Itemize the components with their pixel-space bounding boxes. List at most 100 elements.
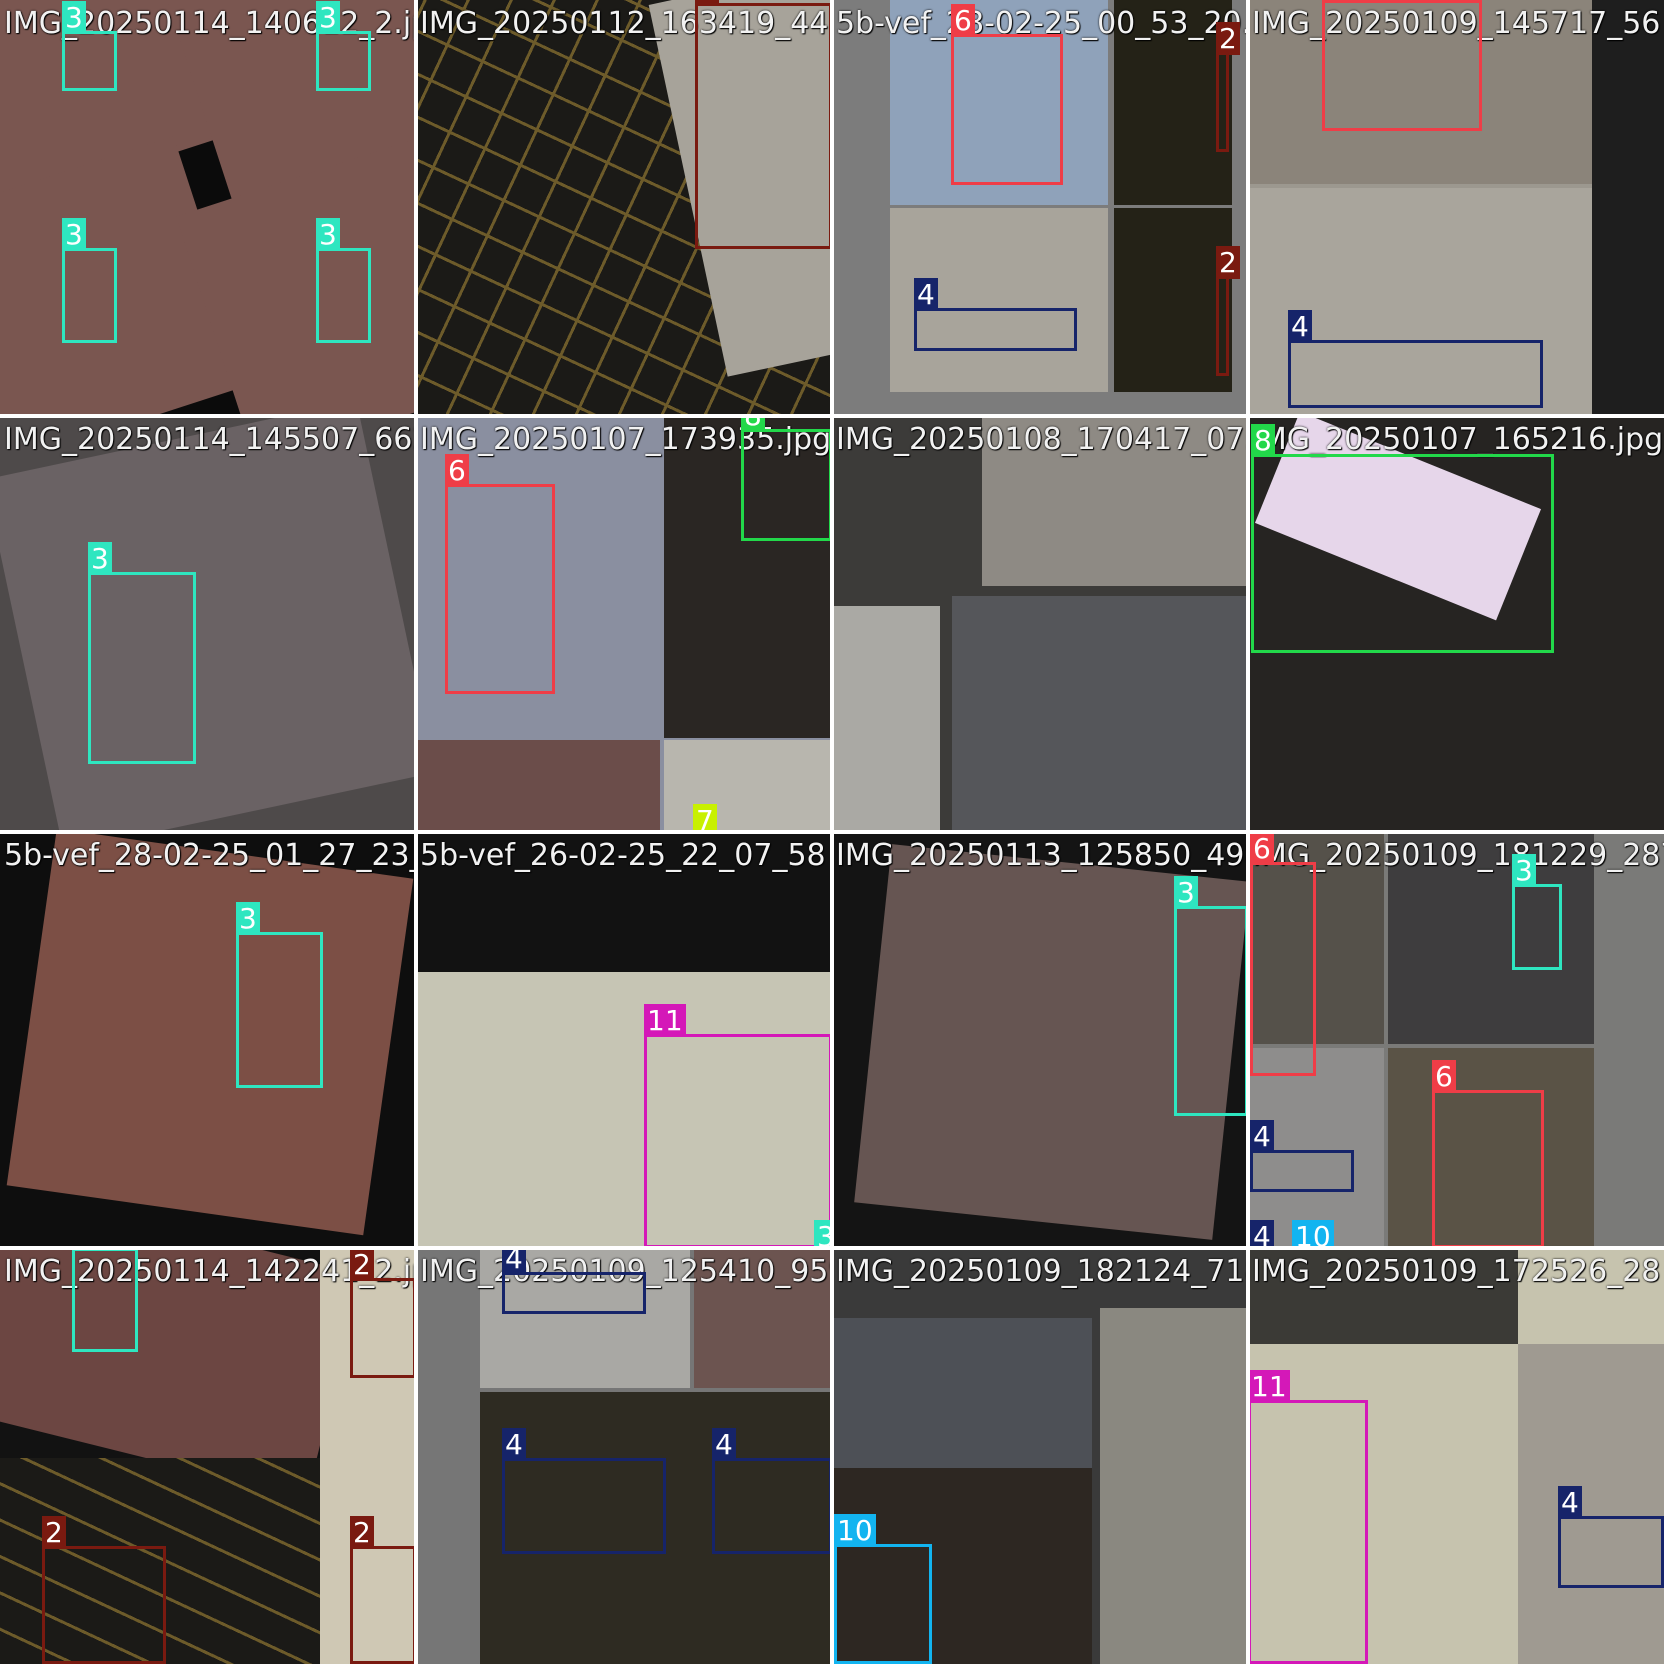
class-label: 2	[1216, 22, 1240, 55]
detection-box: 6	[445, 454, 555, 694]
detection-box: 11	[1248, 1370, 1368, 1664]
class-label: 10	[1292, 1220, 1334, 1248]
dark-strip	[1592, 0, 1664, 416]
class-label: 4	[502, 1428, 526, 1461]
detection-box: 6	[951, 4, 1063, 185]
class-label: 11	[1248, 1370, 1290, 1403]
tile: 5b-vef_26-02-25_22_07_58 11 3	[416, 832, 832, 1248]
granite-slab	[0, 416, 416, 832]
tile-filename: IMG_20250108_170417_07.jpg	[836, 422, 1248, 457]
paper-photo	[320, 1248, 416, 1664]
tile-filename: IMG_20250114_145507_662.jpg	[4, 422, 416, 457]
marble-photo	[664, 740, 832, 832]
detection-box: 4	[914, 278, 1077, 351]
detection-box: 8	[1251, 424, 1554, 653]
tile: IMG_20250114_140612_2.jpg 3 3 3 3	[0, 0, 416, 416]
mat-photo	[1114, 208, 1232, 392]
detection-box: 3	[316, 1, 371, 91]
detection-box: 2	[1216, 246, 1240, 376]
detection-box: 2	[42, 1516, 166, 1664]
tile: 5b-vef_28-02-25_01_27_23_5.jpg 3	[0, 832, 416, 1248]
class-label: 10	[834, 1514, 876, 1547]
ground-photo	[1248, 0, 1592, 184]
detection-box: 2	[350, 1516, 416, 1664]
class-label: 4	[1558, 1486, 1582, 1519]
class-label: 3	[88, 542, 112, 575]
detection-box: 10	[834, 1514, 932, 1664]
detection-box: 3	[316, 218, 371, 343]
tile-filename: IMG_20250107_165216.jpg	[1252, 422, 1664, 457]
detection-box: 6	[1432, 1060, 1544, 1248]
tile: IMG_20250107_173935.jpg 6 8 7	[416, 416, 832, 832]
detection-box: 6	[1250, 832, 1316, 1076]
granite-photo	[694, 1248, 832, 1388]
tile-filename: IMG_20250109_145717_56	[1252, 6, 1661, 41]
tile-filename: IMG_20250109_125410_959.jpg	[420, 1254, 832, 1289]
wall-photo	[1248, 832, 1384, 1044]
class-label: 3	[1174, 876, 1198, 909]
tile: IMG_20250109_181229_287 6 3 6 4 4 10	[1248, 832, 1664, 1248]
detection-box: 3	[1512, 854, 1562, 970]
class-label: 3	[236, 902, 260, 935]
tile: IMG_20250109_125410_959.jpg 4 4 4	[416, 1248, 832, 1664]
tile-filename: 5b-vef_28-02-25_01_27_23_5.jpg	[4, 838, 416, 873]
tile: IMG_20250109_182124_718.jpg 10	[832, 1248, 1248, 1664]
detection-box: 3	[88, 542, 196, 764]
class-label: 2	[350, 1248, 374, 1281]
tile-divider	[0, 1246, 1664, 1250]
detection-box: 6	[1322, 0, 1482, 131]
class-label: 4	[1250, 1120, 1274, 1153]
stone-block	[982, 416, 1248, 586]
class-label: 6	[1322, 0, 1346, 3]
detection-box: 4	[1288, 310, 1543, 408]
mat-photo	[1114, 0, 1232, 205]
class-label: 6	[445, 454, 469, 487]
tile: IMG_20250114_145507_662.jpg 3	[0, 416, 416, 832]
class-label: 6	[1250, 832, 1274, 865]
class-label: 3	[1512, 854, 1536, 887]
tile: IMG_20250107_165216.jpg 8	[1248, 416, 1664, 832]
granite-photo	[416, 740, 660, 832]
stairs-photo	[664, 416, 832, 738]
detection-box: 2	[350, 1248, 416, 1378]
class-label: 3	[62, 1, 86, 34]
marble-photo	[1100, 1308, 1248, 1664]
class-label: 4	[914, 278, 938, 311]
floor-photo	[832, 1468, 1092, 1664]
class-label: 7	[693, 804, 717, 832]
class-label: 3	[62, 218, 86, 251]
class-label: 3	[814, 1220, 832, 1248]
detection-box: 4	[712, 1428, 832, 1554]
tile-divider	[0, 830, 1664, 834]
stone-block	[952, 596, 1248, 832]
street-photo	[1248, 188, 1592, 416]
tile-divider	[0, 414, 1664, 418]
tile-filename: IMG_20250113_125850_498.jpg	[836, 838, 1248, 873]
tile-filename: IMG_20250109_181229_287	[1252, 838, 1664, 873]
blurred-photo	[1248, 1248, 1518, 1344]
tile: 5b-vef_28-02-25_00_53_20.jpg 6 2 2 4	[832, 0, 1248, 416]
class-label: 3	[316, 1, 340, 34]
hand-photo	[1388, 1048, 1594, 1248]
tile: IMG_20250109_145717_56 6 4	[1248, 0, 1664, 416]
tile: IMG_20250112_163419_447.jpg 2	[416, 0, 832, 416]
detection-box: 8	[741, 416, 832, 541]
grid-mat	[0, 1458, 320, 1664]
detection-box: 4	[1558, 1486, 1664, 1588]
dark-strip	[416, 832, 832, 972]
class-label: 2	[695, 0, 719, 6]
tile-filename: IMG_20250112_163419_447.jpg	[420, 6, 832, 41]
detection-box: 3	[72, 1248, 138, 1352]
class-label: 2	[1216, 246, 1240, 279]
detection-box: 3	[62, 1, 117, 91]
class-label: 2	[42, 1516, 66, 1549]
class-label: 4	[1288, 310, 1312, 343]
detection-box: 11	[644, 1004, 832, 1248]
class-label: 8	[1251, 424, 1275, 457]
detection-box: 4	[502, 1428, 666, 1554]
tile: IMG_20250108_170417_07.jpg	[832, 416, 1248, 832]
class-label: 3	[316, 218, 340, 251]
class-label: 6	[951, 4, 975, 37]
class-label: 8	[741, 416, 765, 432]
tile-filename: 5b-vef_26-02-25_22_07_58	[420, 838, 826, 873]
